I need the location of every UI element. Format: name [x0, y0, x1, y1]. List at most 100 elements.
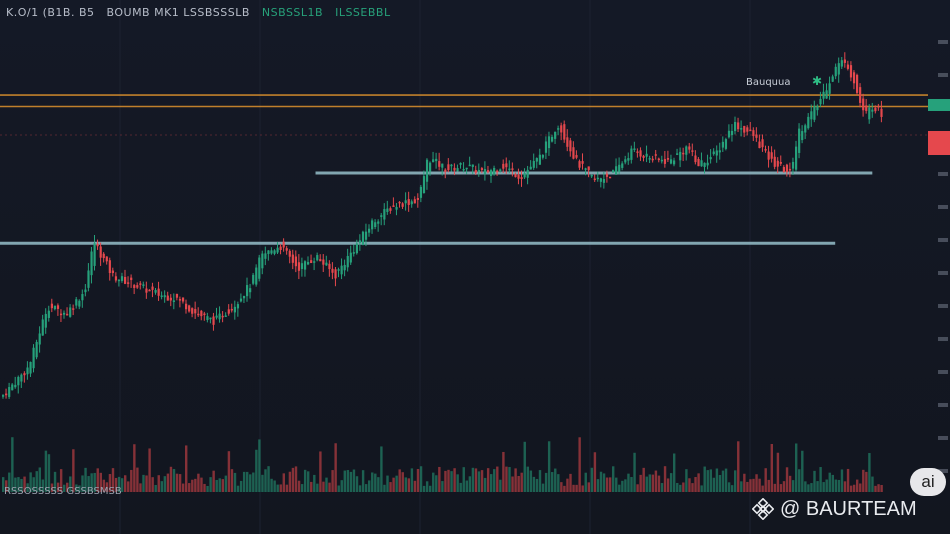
candle-body: [188, 305, 191, 312]
candle-body: [127, 282, 130, 284]
volume-bar: [535, 478, 539, 492]
candle-body: [651, 158, 654, 161]
volume-bar: [712, 477, 716, 492]
candle-body: [288, 250, 291, 257]
volume-bar: [343, 470, 346, 492]
volume-bar: [499, 479, 502, 492]
candle-body: [581, 161, 584, 164]
candle-body: [496, 170, 499, 173]
volume-bar: [758, 478, 761, 492]
volume-bar: [172, 469, 176, 492]
volume-bar: [246, 471, 249, 492]
candle-body: [657, 158, 660, 161]
candle-body: [361, 231, 365, 246]
volume-bar: [544, 472, 548, 492]
volume-bar: [145, 475, 148, 492]
volume-bar: [398, 469, 401, 492]
volume-bar: [453, 468, 456, 492]
candle-body: [261, 253, 264, 269]
volume-bar: [105, 482, 109, 492]
volume-bar: [846, 468, 850, 492]
volume-bar: [801, 450, 804, 492]
candle-body: [599, 178, 602, 182]
volume-bar: [651, 474, 655, 492]
volume-bar: [75, 484, 78, 492]
volume-bar: [383, 484, 386, 492]
volume-bar: [627, 473, 630, 492]
candle-body: [700, 160, 703, 167]
candle-body: [81, 294, 84, 301]
candle-body: [185, 303, 188, 310]
volume-bar: [551, 472, 554, 492]
volume-bar: [834, 479, 838, 492]
candle-body: [334, 269, 337, 279]
volume-bar: [694, 477, 697, 492]
volume-bar: [593, 452, 597, 492]
candle-body: [175, 293, 179, 298]
volume-bar: [856, 479, 859, 492]
y-tick-label: [938, 337, 948, 341]
volume-bar: [325, 477, 328, 492]
candle-body: [50, 303, 53, 309]
candle-body: [636, 151, 639, 153]
candle-body: [160, 295, 163, 297]
candle-body: [169, 297, 172, 301]
volume-bar: [840, 469, 844, 492]
candle-body: [425, 159, 429, 182]
volume-bar: [374, 473, 377, 492]
volume-bar: [8, 472, 11, 492]
candle-body: [66, 313, 69, 316]
volume-bar: [38, 467, 41, 492]
candle-body: [349, 252, 352, 263]
candle-body: [718, 150, 721, 153]
volume-bar: [78, 485, 81, 492]
volume-bar: [416, 468, 420, 492]
candle-body: [178, 299, 182, 301]
volume-bar: [447, 469, 450, 492]
volume-bar: [569, 473, 572, 492]
y-tick-label: [938, 40, 948, 44]
candle-body: [343, 264, 346, 271]
volume-bar: [615, 477, 618, 492]
grid: [119, 0, 751, 534]
y-tick-label: [938, 271, 948, 275]
volume-bar: [795, 443, 798, 492]
y-tick-label: [938, 370, 948, 374]
candle-body: [547, 136, 551, 149]
volume-bar: [386, 475, 389, 492]
volume-bar: [63, 484, 66, 492]
candle-body: [734, 122, 737, 132]
candle-body: [389, 208, 392, 211]
candle-body: [377, 221, 380, 224]
candle-body: [11, 384, 14, 391]
volume-bar: [349, 471, 353, 492]
candle-body: [29, 361, 32, 374]
candle-body: [810, 111, 813, 120]
candle-body: [395, 206, 398, 210]
volume-bar: [151, 477, 154, 492]
candle-body: [822, 91, 825, 99]
candle-body: [645, 153, 648, 157]
volume-bar: [438, 466, 441, 492]
candle-body: [691, 150, 694, 152]
candle-body: [17, 376, 20, 386]
volume-bar: [868, 453, 871, 492]
candle-body: [697, 158, 700, 167]
candle-body: [154, 290, 157, 293]
volume-bar: [666, 478, 670, 492]
candle-body: [218, 313, 221, 320]
candle-body: [605, 173, 609, 177]
candle-body: [743, 126, 746, 133]
candle-body: [608, 176, 612, 179]
volume-bar: [734, 470, 737, 492]
volume-bar: [523, 441, 526, 492]
candle-body: [880, 108, 883, 117]
candle-body: [270, 250, 273, 254]
chart-annotation: Bauquua: [746, 77, 791, 88]
candle-body: [407, 199, 410, 205]
volume-bars: [2, 437, 883, 492]
candle-body: [868, 107, 871, 120]
horizontal-lines[interactable]: [0, 94, 928, 245]
